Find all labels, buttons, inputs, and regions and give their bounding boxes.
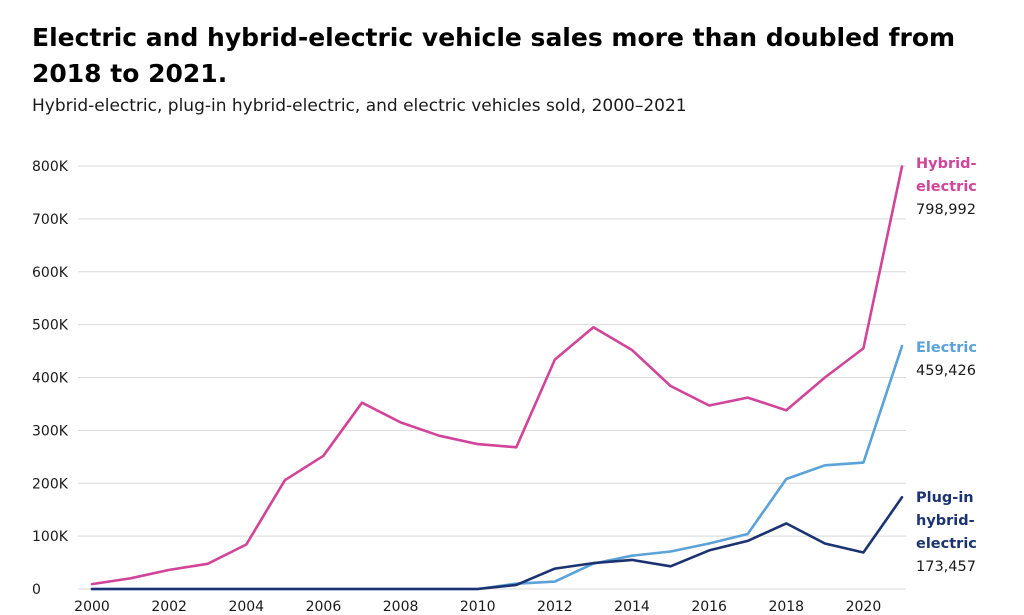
y-tick-label: 100K [32,529,69,545]
y-tick-label: 200K [32,476,69,492]
x-tick-label: 2008 [383,599,419,615]
x-axis: 2000 2002 2004 2006 2008 2010 2012 2014 2016 2018… [74,599,881,615]
chart-title: Electric and hybrid-electric vehicle sal… [32,23,956,88]
y-axis: 0 100K 200K 300K 400K 500K 600K 700K 800K [32,159,69,598]
series-end-value: 798,992 [916,202,976,218]
x-tick-label: 2012 [537,599,573,615]
x-tick-label: 2000 [74,599,110,615]
series-label: Plug-in [916,490,974,506]
series-line-plug-in-hybrid-electric [90,495,904,591]
x-tick-label: 2016 [691,599,727,615]
series-label: Hybrid- [916,156,977,172]
x-tick-label: 2010 [460,599,496,615]
series-lines [90,165,904,591]
series-line-electric [90,344,904,591]
series-label: electric [916,536,977,552]
x-tick-label: 2018 [768,599,804,615]
x-tick-label: 2006 [306,599,342,615]
x-tick-label: 2002 [151,599,187,615]
y-tick-label: 600K [32,265,69,281]
y-tick-label: 800K [32,159,69,175]
series-label: Electric [916,340,977,356]
series-label: electric [916,179,977,195]
y-tick-label: 400K [32,371,69,387]
x-tick-label: 2020 [846,599,882,615]
x-tick-label: 2004 [228,599,264,615]
series-labels: Hybrid-electric 798,992 Electric 459,426 Plu… [916,156,977,575]
x-tick-label: 2014 [614,599,650,615]
gridlines [78,165,906,590]
y-tick-label: 700K [32,212,69,228]
series-end-value: 459,426 [916,363,976,379]
y-tick-label: 500K [32,318,69,334]
chart-subtitle: Hybrid-electric, plug-in hybrid-electric… [32,96,687,116]
y-tick-label: 0 [32,582,41,598]
series-label: hybrid- [916,513,975,529]
series-end-value: 173,457 [916,559,976,575]
series-line-hybrid-electric [90,165,904,586]
y-tick-label: 300K [32,423,69,439]
